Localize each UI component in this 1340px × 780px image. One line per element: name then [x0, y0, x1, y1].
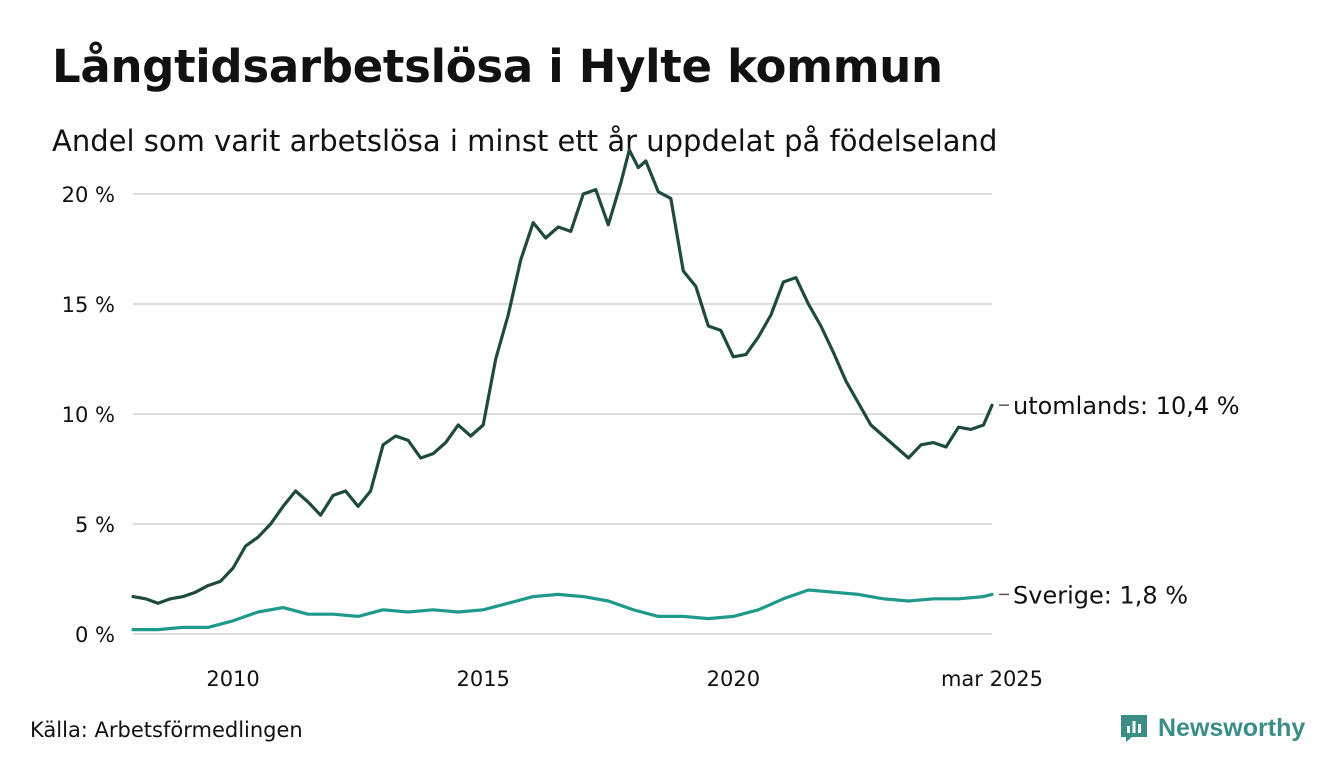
brand-name: Newsworthy [1158, 713, 1306, 742]
y-tick-label: 0 % [75, 623, 115, 647]
brand: Newsworthy [1118, 712, 1305, 744]
chart-title: Långtidsarbetslösa i Hylte kommun [52, 40, 943, 93]
series-line-sverige [131, 588, 994, 632]
y-tick-label: 10 % [62, 403, 115, 427]
series-line-utomlands [131, 148, 994, 605]
end-label-utomlands: utomlands: 10,4 % [1013, 392, 1240, 420]
end-label-sverige: Sverige: 1,8 % [1013, 581, 1188, 609]
source-note: Källa: Arbetsförmedlingen [30, 718, 303, 742]
newsworthy-logo-icon [1121, 715, 1147, 742]
y-tick-label: 20 % [62, 183, 115, 207]
x-tick-label: 2020 [707, 667, 760, 691]
x-axis-ticks: 2010 2015 2020 mar 2025 [206, 667, 1043, 691]
series-end-labels: utomlands: 10,4 % Sverige: 1,8 % [999, 392, 1240, 609]
gridlines [133, 193, 992, 635]
y-tick-label: 5 % [75, 513, 115, 537]
y-tick-label: 15 % [62, 293, 115, 317]
series-lines [131, 148, 994, 632]
x-tick-label: 2015 [456, 667, 509, 691]
line-chart: 0 %5 %10 %15 %20 % 2010 2015 2020 mar 2025 … [62, 148, 1240, 691]
x-tick-label: 2010 [206, 667, 259, 691]
y-axis-ticks: 0 % 5 % 10 % 15 % 20 % [62, 183, 115, 647]
chart-subtitle: Andel som varit arbetslösa i minst ett å… [52, 124, 998, 158]
x-tick-label: mar 2025 [941, 667, 1043, 691]
